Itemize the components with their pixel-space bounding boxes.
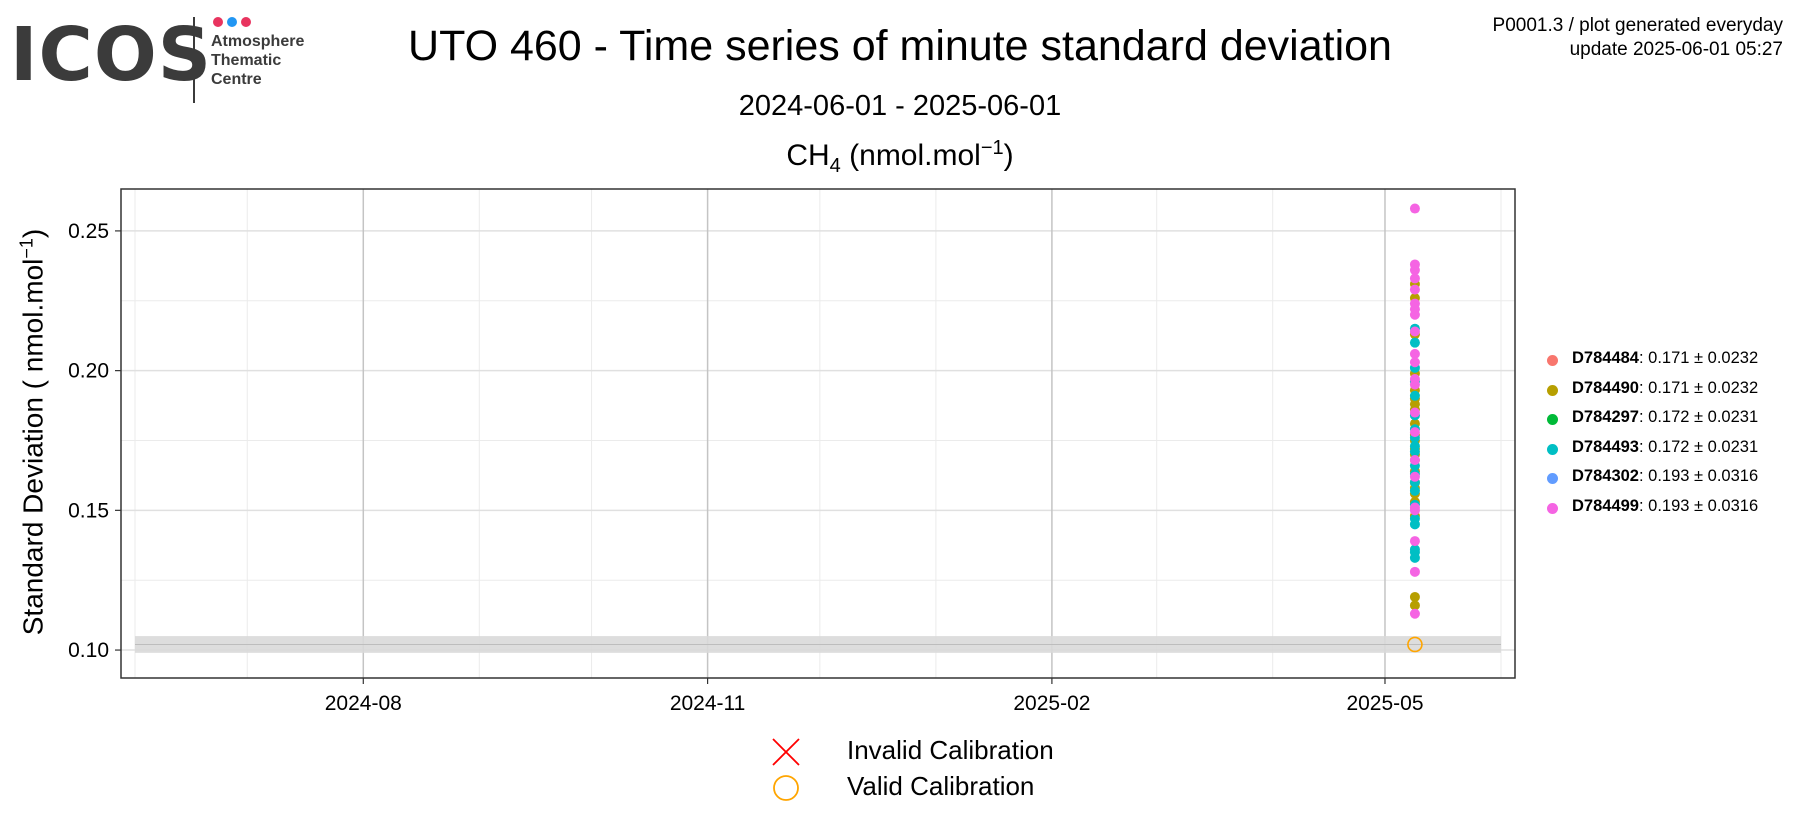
data-point xyxy=(1409,519,1420,530)
meta-update: update 2025-06-01 05:27 xyxy=(1569,39,1783,60)
logo-line-centre: Centre xyxy=(211,71,262,88)
cross-icon xyxy=(772,738,800,766)
data-point xyxy=(1409,591,1420,602)
date-range-subtitle: 2024-06-01 - 2025-06-01 xyxy=(738,90,1062,122)
legend-series-name: D784493 xyxy=(1572,437,1639,456)
data-point xyxy=(1409,608,1420,619)
icos-logo: ICOS Atmosphere Thematic Centre xyxy=(10,14,340,106)
legend-marker xyxy=(1547,414,1558,425)
valid-calibration-point xyxy=(1407,636,1423,653)
point-layer xyxy=(1407,203,1423,653)
x-tick-label: 2024-11 xyxy=(670,692,746,715)
data-point xyxy=(1409,203,1420,214)
page-title: UTO 460 - Time series of minute standard… xyxy=(408,22,1392,70)
legend-series-stats: : 0.193 ± 0.0316 xyxy=(1638,467,1759,485)
data-point xyxy=(1409,566,1420,577)
data-point xyxy=(1409,348,1420,359)
data-point xyxy=(1409,326,1420,337)
legend-text: D784493: 0.172 ± 0.0231 xyxy=(1572,438,1758,457)
y-tick-label: 0.15 xyxy=(68,499,109,522)
data-point xyxy=(1409,337,1420,348)
legend-series-stats: : 0.172 ± 0.0231 xyxy=(1638,408,1759,426)
y-axis-label-superscript: −1 xyxy=(16,238,37,259)
logo-line-thematic: Thematic xyxy=(211,52,282,69)
circle-icon xyxy=(773,775,799,801)
y-tick-label: 0.20 xyxy=(68,360,109,383)
y-tick-label: 0.10 xyxy=(68,639,109,662)
data-point xyxy=(1409,390,1420,401)
plot-meta: P0001.3 / plot generated everyday update… xyxy=(1493,14,1783,62)
logo-dot xyxy=(227,17,237,27)
valid-calibration-label: Valid Calibration xyxy=(847,771,1035,801)
data-point xyxy=(1409,485,1420,496)
legend-series-stats: : 0.193 ± 0.0316 xyxy=(1638,496,1759,515)
axis-layer: 0.10 0.15 0.20 0.25 2024-08 2024-11 2025-02 202… xyxy=(68,220,1423,715)
data-point xyxy=(1409,552,1420,563)
species-name: CH xyxy=(786,139,830,172)
data-point xyxy=(1409,265,1420,276)
y-axis-label: Standard Deviation ( nmol.mol−1) xyxy=(16,229,49,635)
legend-series-stats: : 0.172 ± 0.0231 xyxy=(1638,437,1759,456)
unit-text: (nmol.mol xyxy=(849,139,981,172)
data-point xyxy=(1409,505,1420,516)
data-point xyxy=(1409,407,1420,418)
unit-superscript: −1 xyxy=(980,137,1004,159)
data-point xyxy=(1409,427,1420,438)
legend-series-name: D784302 xyxy=(1572,467,1639,485)
legend-text: D784484: 0.171 ± 0.0232 xyxy=(1572,349,1758,368)
legend-series-name: D784484 xyxy=(1572,349,1639,367)
legend-series-name: D784499 xyxy=(1572,496,1639,515)
panel-border xyxy=(120,188,1516,679)
y-tick-label: 0.25 xyxy=(68,220,109,243)
legend-text: D784499: 0.193 ± 0.0316 xyxy=(1572,497,1758,516)
logo-divider xyxy=(193,17,195,103)
legend-series-stats: : 0.171 ± 0.0232 xyxy=(1638,349,1759,367)
data-point xyxy=(1409,536,1420,547)
legend-marker xyxy=(1547,473,1558,484)
species-subscript: 4 xyxy=(829,155,841,177)
data-point xyxy=(1409,357,1420,368)
unit-close: ) xyxy=(1003,139,1014,172)
y-axis-label-close: ) xyxy=(17,228,49,239)
legend-marker xyxy=(1547,502,1558,514)
logo-dot xyxy=(241,17,251,27)
data-point xyxy=(1409,455,1420,466)
data-point xyxy=(1409,446,1420,457)
legend-text: D784490: 0.171 ± 0.0232 xyxy=(1572,379,1758,398)
y-axis-label-text: Standard Deviation ( nmol.mol xyxy=(17,258,49,636)
invalid-calibration-label: Invalid Calibration xyxy=(847,735,1054,765)
data-point xyxy=(1409,273,1420,284)
data-point xyxy=(1409,600,1420,611)
logo-dot xyxy=(213,17,223,27)
plot-title: CH4 (nmol.mol−1) xyxy=(0,137,1800,178)
legend-marker xyxy=(1547,443,1558,455)
logo-line-atmosphere: Atmosphere xyxy=(211,33,305,50)
logo-wordmark: ICOS xyxy=(10,12,213,98)
reference-band-layer xyxy=(135,636,1501,653)
legend-series-stats: : 0.171 ± 0.0232 xyxy=(1638,378,1759,397)
legend-series-name: D784490 xyxy=(1572,378,1639,397)
data-point xyxy=(1409,471,1420,482)
legend-marker xyxy=(1547,384,1558,396)
data-point xyxy=(1409,379,1420,390)
meta-generated: P0001.3 / plot generated everyday xyxy=(1492,15,1783,36)
legend-text: D784297: 0.172 ± 0.0231 xyxy=(1572,408,1758,427)
grid-layer xyxy=(121,189,1515,678)
legend-marker xyxy=(1547,355,1558,366)
legend-text: D784302: 0.193 ± 0.0316 xyxy=(1572,467,1758,486)
x-tick-label: 2024-08 xyxy=(325,692,402,715)
legend-series-name: D784297 xyxy=(1572,408,1639,426)
data-point xyxy=(1409,284,1420,295)
x-tick-label: 2025-05 xyxy=(1346,692,1423,715)
x-tick-label: 2025-02 xyxy=(1013,692,1090,715)
data-point xyxy=(1409,309,1420,320)
